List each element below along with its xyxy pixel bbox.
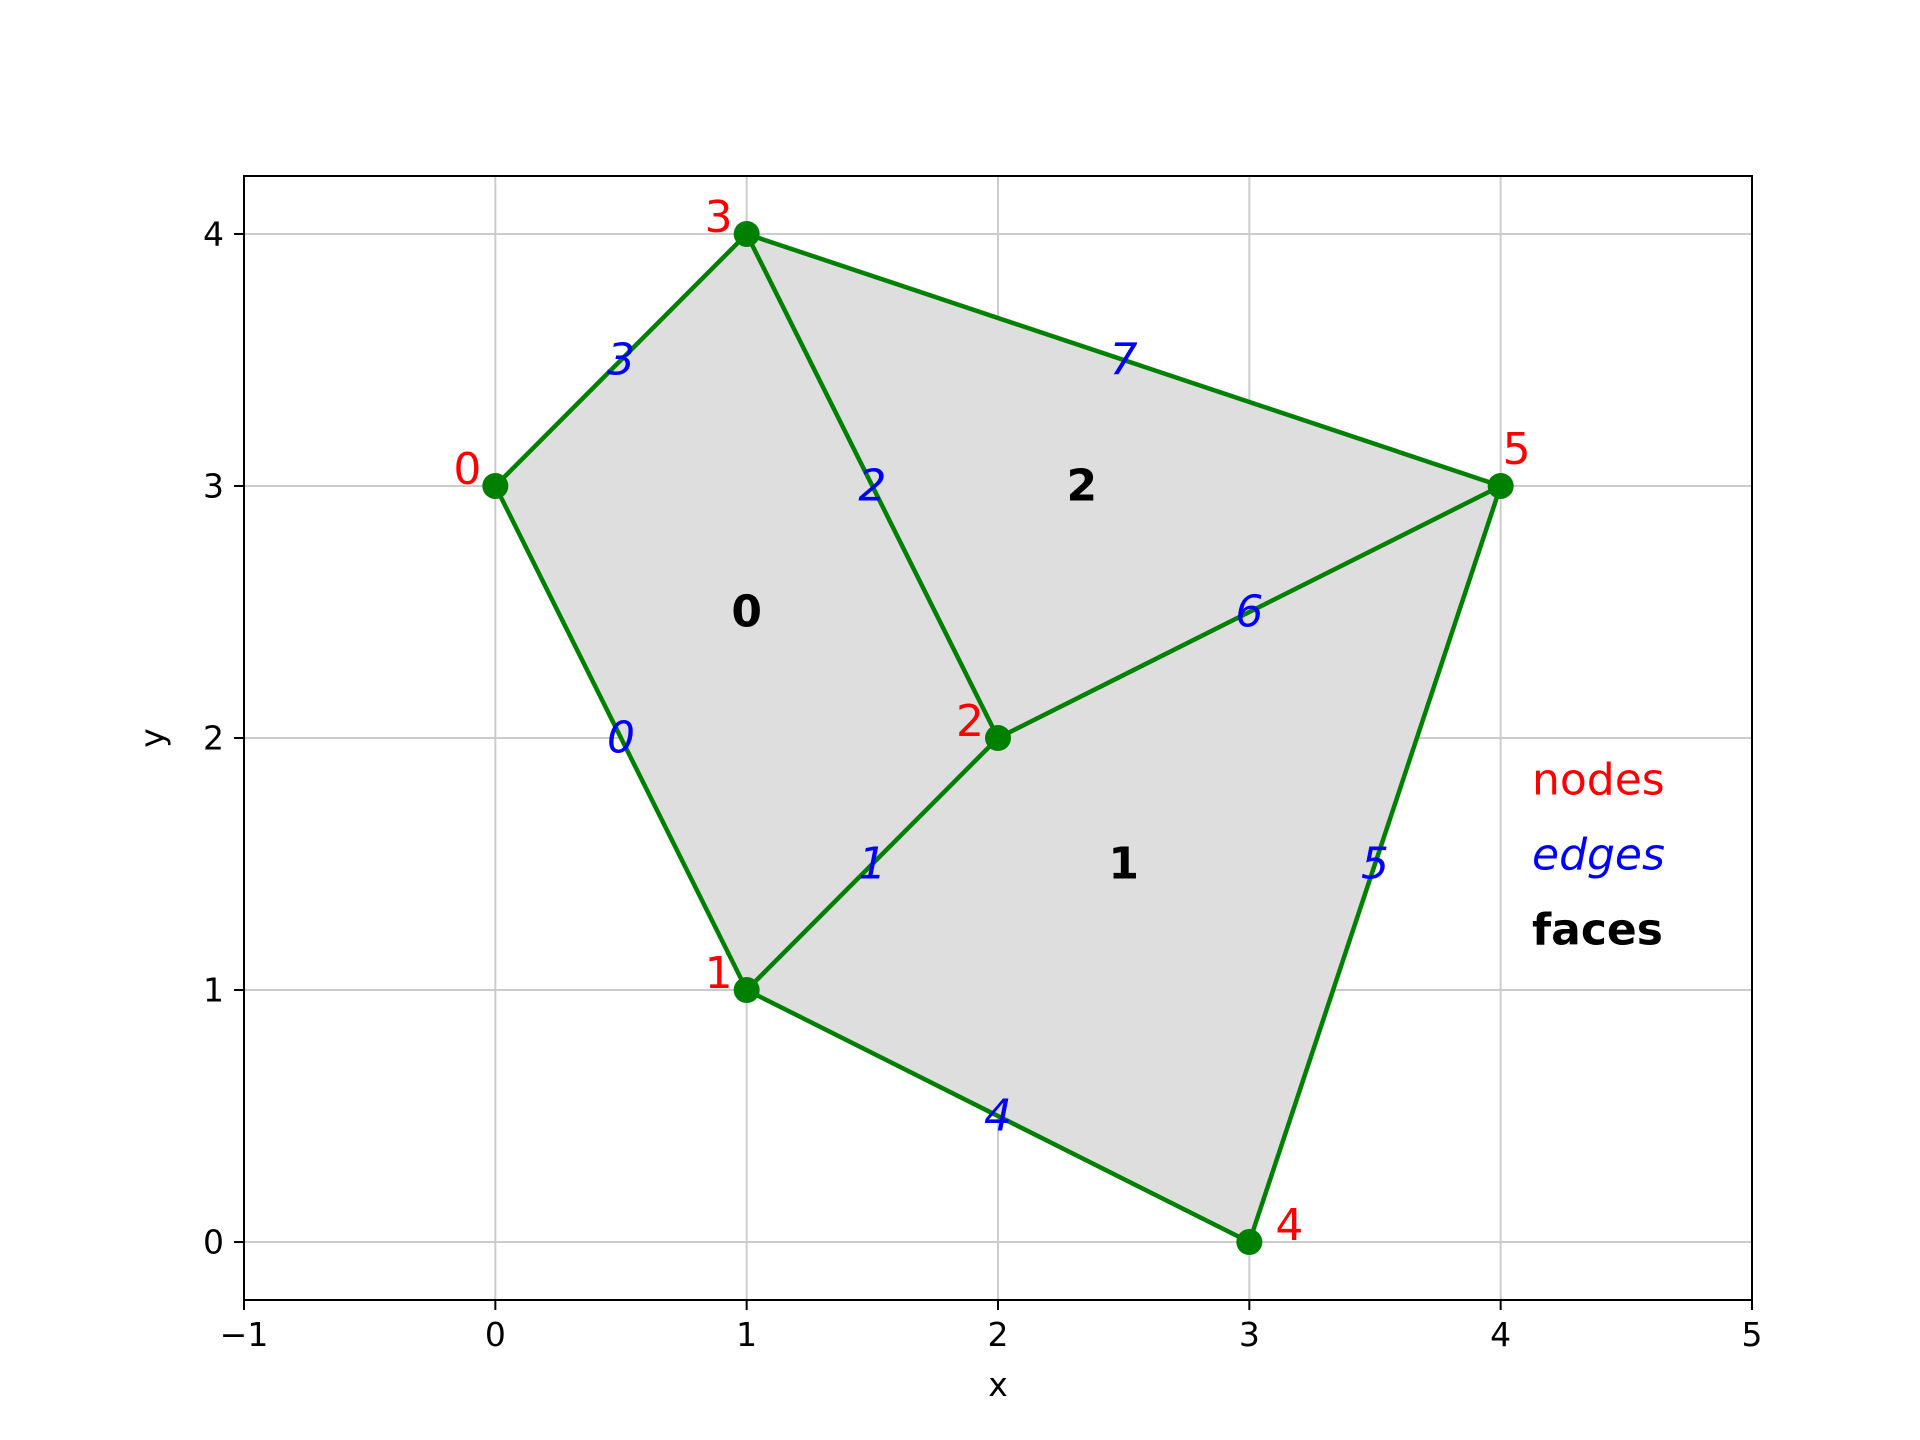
edge-2 — [744, 231, 1001, 741]
edges-layer — [493, 231, 1503, 1245]
edge-label-5: 5 — [1361, 839, 1389, 890]
legend-entry-edges: edges — [1532, 830, 1665, 881]
node-5 — [1487, 472, 1514, 499]
edge-4 — [744, 987, 1252, 1245]
x-axis-label: x — [988, 1365, 1008, 1404]
y-tick-label-0: 0 — [203, 1223, 224, 1262]
x-tick-label-4: 3 — [1239, 1315, 1260, 1354]
y-axis-label: y — [133, 728, 172, 748]
edge-label-7: 7 — [1110, 334, 1138, 385]
edge-label-1: 1 — [858, 839, 886, 890]
edge-6 — [995, 483, 1503, 741]
node-label-2: 2 — [956, 696, 984, 747]
y-tick-label-1: 1 — [203, 971, 224, 1010]
node-label-1: 1 — [705, 948, 733, 999]
edge-0 — [493, 483, 749, 993]
edge-label-2: 2 — [858, 460, 886, 511]
face-label-2: 2 — [1066, 460, 1097, 511]
legend-entry-faces: faces — [1532, 905, 1663, 956]
legend: nodes edges faces — [1532, 755, 1665, 956]
node-0 — [482, 472, 509, 499]
node-label-4: 4 — [1275, 1200, 1303, 1251]
y-tick-label-3: 3 — [203, 466, 224, 505]
ticks-layer: −1 0 1 2 3 4 5 0 1 2 3 4 — [203, 214, 1763, 1354]
legend-entry-nodes: nodes — [1532, 755, 1665, 806]
y-tick-label-2: 2 — [203, 719, 224, 758]
node-label-5: 5 — [1503, 424, 1531, 475]
edge-label-4: 4 — [984, 1091, 1012, 1142]
x-tick-label-1: 0 — [485, 1315, 506, 1354]
face-label-1: 1 — [1108, 839, 1139, 890]
edge-5 — [1247, 483, 1503, 1245]
x-tick-label-6: 5 — [1742, 1315, 1763, 1354]
node-label-3: 3 — [705, 192, 733, 243]
y-tick-label-4: 4 — [203, 214, 224, 253]
x-tick-label-2: 1 — [736, 1315, 757, 1354]
nodes-layer — [482, 220, 1514, 1256]
labels-layer: 0 1 2 3 4 5 0 1 2 3 4 5 6 7 0 1 2 — [453, 192, 1530, 1251]
edge-1 — [744, 735, 1001, 993]
node-2 — [985, 725, 1011, 751]
face-label-0: 0 — [731, 586, 762, 637]
x-tick-label-3: 2 — [988, 1315, 1009, 1354]
node-3 — [733, 220, 760, 247]
edge-label-3: 3 — [607, 334, 635, 385]
x-tick-label-5: 4 — [1490, 1315, 1511, 1354]
face-0 — [495, 233, 998, 991]
node-1 — [733, 977, 760, 1004]
edge-label-6: 6 — [1235, 586, 1263, 637]
node-4 — [1236, 1229, 1263, 1256]
node-label-0: 0 — [453, 444, 481, 495]
edge-7 — [744, 231, 1503, 489]
x-tick-label-0: −1 — [220, 1315, 269, 1354]
edge-label-0: 0 — [607, 713, 635, 764]
edge-3 — [493, 231, 749, 489]
